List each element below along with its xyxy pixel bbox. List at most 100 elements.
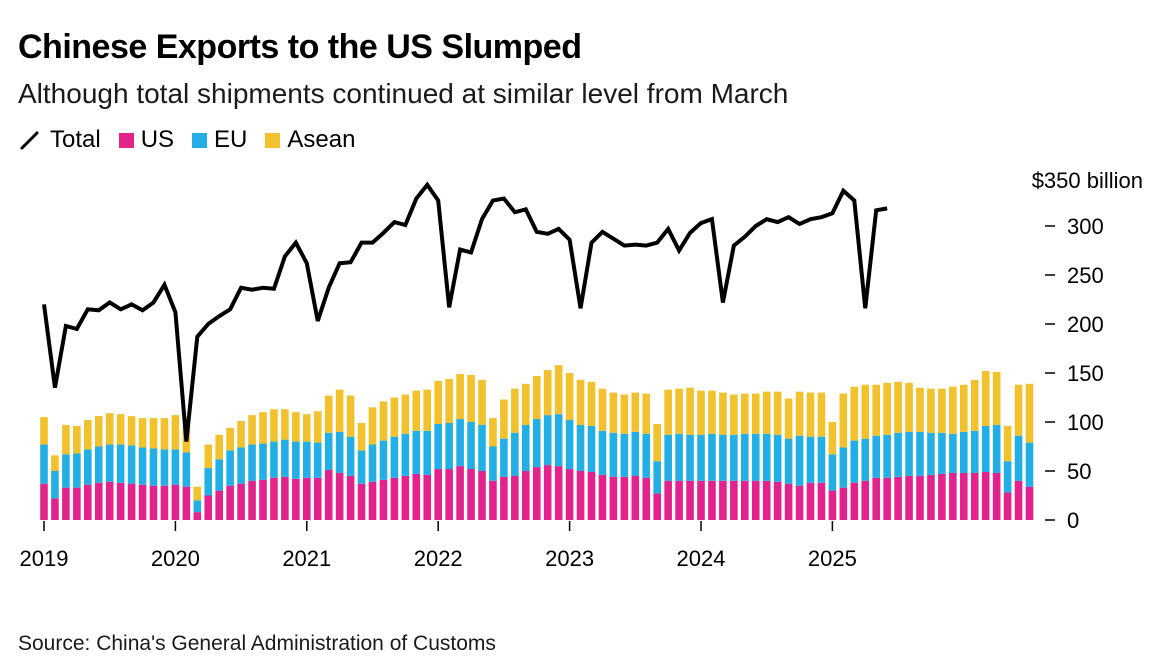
bar-eu-48 [565, 420, 574, 470]
bar-asean-80 [916, 387, 924, 432]
bar-eu-62 [719, 434, 727, 481]
line-icon [20, 131, 39, 150]
bar-eu-57 [664, 434, 672, 481]
legend: Total US EU Asean [18, 126, 373, 154]
bar-asean-46 [543, 370, 552, 416]
bar-asean-88 [1003, 425, 1012, 462]
bar-asean-24 [303, 414, 311, 442]
bar-asean-16 [215, 434, 223, 460]
bar-eu-56 [653, 461, 661, 494]
bar-us-40 [478, 471, 486, 520]
bar-us-3 [73, 487, 81, 520]
bar-asean-29 [357, 422, 366, 451]
bar-us-8 [127, 483, 136, 520]
bar-asean-39 [467, 374, 475, 422]
bar-us-30 [368, 481, 377, 520]
legend-item-eu: EU [192, 126, 247, 154]
chart-title: Chinese Exports to the US Slumped [18, 28, 582, 66]
bar-asean-32 [390, 397, 399, 437]
bar-eu-19 [248, 444, 256, 481]
x-tick-label-2022: 2022 [414, 546, 463, 571]
stacked-bars [40, 365, 1034, 520]
bar-eu-24 [303, 441, 311, 478]
bar-eu-72 [828, 454, 837, 491]
bar-us-42 [500, 476, 508, 520]
bar-asean-30 [368, 407, 377, 445]
bar-us-39 [467, 469, 475, 520]
bar-us-13 [182, 486, 191, 520]
bar-asean-38 [456, 373, 464, 420]
bar-eu-51 [598, 430, 607, 475]
bar-us-85 [970, 472, 979, 520]
bar-asean-28 [346, 395, 355, 437]
bar-asean-52 [609, 392, 618, 433]
bar-asean-3 [73, 425, 81, 454]
bar-asean-50 [587, 381, 596, 426]
bar-asean-4 [84, 420, 92, 450]
legend-swatch-asean [265, 132, 281, 148]
bar-asean-2 [62, 424, 70, 455]
bar-us-26 [324, 470, 333, 520]
bar-asean-0 [40, 417, 48, 445]
bar-eu-30 [368, 444, 377, 482]
bar-us-62 [719, 480, 727, 520]
bar-eu-23 [292, 441, 300, 479]
bar-eu-47 [554, 414, 563, 467]
bar-us-72 [828, 490, 837, 520]
bar-eu-36 [434, 423, 442, 470]
bar-us-60 [697, 480, 705, 520]
bar-eu-79 [905, 431, 913, 476]
bar-us-73 [839, 487, 848, 520]
y-tick-label-0: 0 [1067, 508, 1079, 533]
bar-asean-44 [522, 383, 530, 425]
bar-eu-32 [390, 436, 399, 478]
bar-eu-12 [171, 449, 180, 485]
bar-eu-38 [456, 419, 464, 467]
bar-us-28 [346, 475, 355, 520]
legend-swatch-us [118, 132, 134, 148]
bar-asean-61 [708, 390, 716, 434]
bar-asean-85 [970, 379, 979, 431]
bar-us-44 [522, 471, 530, 520]
bar-eu-68 [784, 438, 793, 484]
bar-asean-82 [938, 388, 946, 433]
bar-us-1 [51, 498, 59, 520]
bar-asean-90 [1025, 383, 1034, 443]
bar-asean-72 [828, 422, 837, 455]
bar-asean-78 [894, 381, 902, 433]
bar-asean-47 [554, 365, 563, 415]
chart-subtitle: Although total shipments continued at si… [18, 78, 789, 109]
bar-eu-70 [806, 436, 815, 483]
bar-us-80 [916, 475, 924, 520]
bar-us-61 [708, 480, 716, 520]
bar-us-41 [489, 480, 497, 520]
legend-label-us: US [140, 126, 175, 153]
bar-eu-14 [193, 500, 202, 513]
bar-us-15 [204, 495, 213, 520]
y-axis: 0 50 100 150 200 250 300 $350 billion [1032, 168, 1143, 533]
bar-us-67 [773, 481, 782, 520]
bar-asean-86 [981, 371, 990, 426]
bar-eu-17 [226, 450, 234, 486]
bar-eu-43 [511, 432, 519, 476]
bar-us-68 [784, 483, 793, 520]
bar-eu-86 [981, 425, 990, 472]
bar-eu-75 [861, 438, 870, 481]
bar-us-7 [116, 482, 125, 520]
bar-asean-1 [51, 455, 59, 471]
bar-eu-25 [313, 442, 322, 478]
legend-label-total: Total [50, 126, 101, 153]
bar-asean-17 [226, 427, 234, 451]
legend-item-asean: Asean [265, 126, 355, 154]
bar-asean-12 [171, 415, 180, 450]
bar-us-78 [894, 476, 902, 520]
bar-asean-66 [762, 391, 771, 434]
bar-eu-16 [215, 459, 223, 491]
bar-asean-75 [861, 384, 870, 439]
bar-eu-15 [204, 468, 213, 496]
bar-us-21 [270, 477, 278, 520]
bar-eu-20 [259, 443, 267, 480]
bar-asean-10 [149, 418, 158, 449]
bar-asean-84 [960, 384, 968, 432]
bar-asean-6 [105, 413, 114, 445]
